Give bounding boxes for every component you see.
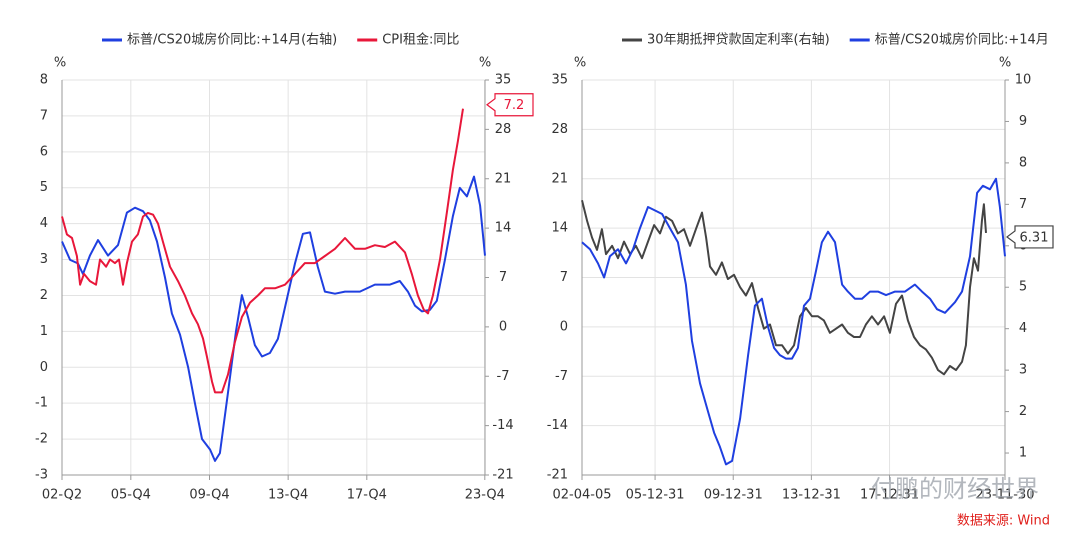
y2-tick-label: 0: [499, 319, 507, 334]
y-tick-label: 14: [551, 221, 568, 236]
legend-label: 标普/CS20城房价同比:+14月(右轴): [127, 32, 337, 48]
y-tick-label: 8: [40, 73, 48, 88]
y-tick-label: 2: [40, 288, 48, 303]
y2-tick-label: 9: [1019, 114, 1027, 129]
y-tick-label: 0: [560, 319, 568, 334]
y2-tick-label: 5: [1019, 280, 1027, 295]
x-tick-label: 17-12-31: [860, 488, 919, 503]
chart: -21-14-707142128351234567891002-04-0505-…: [547, 32, 1054, 503]
y2-axis-label: %: [479, 56, 491, 71]
y2-tick-label: 21: [495, 171, 512, 186]
y2-tick-label: 7: [1019, 197, 1027, 212]
x-tick-label: 23-11-30: [975, 488, 1034, 503]
x-tick-label: 09-12-31: [704, 488, 763, 503]
y2-tick-label: -7: [497, 369, 510, 384]
y2-tick-label: 2: [1019, 404, 1027, 419]
y2-tick-label: 10: [1015, 73, 1032, 88]
annotation-label: 6.31: [1020, 230, 1049, 245]
x-tick-label: 09-Q4: [189, 488, 229, 503]
x-tick-label: 23-Q4: [465, 488, 505, 503]
y2-axis-label: %: [999, 56, 1011, 71]
line-series: [581, 177, 1006, 466]
y-tick-label: 4: [40, 216, 48, 231]
y-tick-label: 21: [551, 171, 568, 186]
y-tick-label: -1: [35, 396, 48, 411]
y-axis-label: %: [574, 56, 586, 71]
y2-tick-label: -14: [492, 418, 513, 433]
y-tick-label: -3: [35, 468, 48, 483]
annotation-label: 7.2: [504, 98, 525, 113]
x-tick-label: 05-Q4: [111, 488, 151, 503]
line-series: [581, 199, 987, 376]
y-axis-label: %: [54, 56, 66, 71]
line-series: [61, 175, 486, 462]
y2-tick-label: 7: [499, 270, 507, 285]
x-tick-label: 13-12-31: [782, 488, 841, 503]
y-tick-label: -2: [35, 432, 48, 447]
y-tick-label: 6: [40, 144, 48, 159]
y-tick-label: 0: [40, 360, 48, 375]
y-tick-label: 7: [560, 270, 568, 285]
x-tick-label: 13-Q4: [268, 488, 308, 503]
y-tick-label: 7: [40, 108, 48, 123]
y2-tick-label: 28: [495, 122, 512, 137]
y2-tick-label: 8: [1019, 155, 1027, 170]
x-tick-label: 02-04-05: [552, 488, 611, 503]
y-tick-label: 28: [551, 122, 568, 137]
y2-tick-label: 4: [1019, 321, 1027, 336]
watermark: 付鹏的财经世界: [871, 475, 1039, 503]
annotation-box: [485, 93, 534, 117]
legend-label: 30年期抵押贷款固定利率(右轴): [647, 32, 830, 48]
line-series: [61, 108, 464, 394]
y2-tick-label: 3: [1019, 363, 1027, 378]
y-tick-label: -7: [555, 369, 568, 384]
y-tick-label: 3: [40, 252, 48, 267]
x-tick-label: 05-12-31: [626, 488, 685, 503]
y-tick-label: -21: [547, 468, 568, 483]
y2-tick-label: 1: [1019, 446, 1027, 461]
y-tick-label: 1: [40, 324, 48, 339]
y-tick-label: 5: [40, 180, 48, 195]
y2-tick-label: -21: [492, 468, 513, 483]
source: 数据来源: Wind: [957, 514, 1050, 529]
x-tick-label: 17-Q4: [347, 488, 387, 503]
y2-tick-label: 35: [495, 73, 512, 88]
y-tick-label: 35: [551, 73, 568, 88]
y-tick-label: -14: [547, 418, 568, 433]
legend-label: 标普/CS20城房价同比:+14月: [875, 32, 1049, 48]
legend-label: CPI租金:同比: [382, 32, 459, 48]
x-tick-label: 02-Q2: [42, 488, 82, 503]
chart: -3 -2 -1 0 1 2 3 4 5 6 7 8 -21 -14 -7 0 7 14 21 28 35 02-Q2 05…: [35, 32, 534, 503]
annotation-box: [1006, 225, 1054, 249]
y2-tick-label: 14: [495, 221, 512, 236]
